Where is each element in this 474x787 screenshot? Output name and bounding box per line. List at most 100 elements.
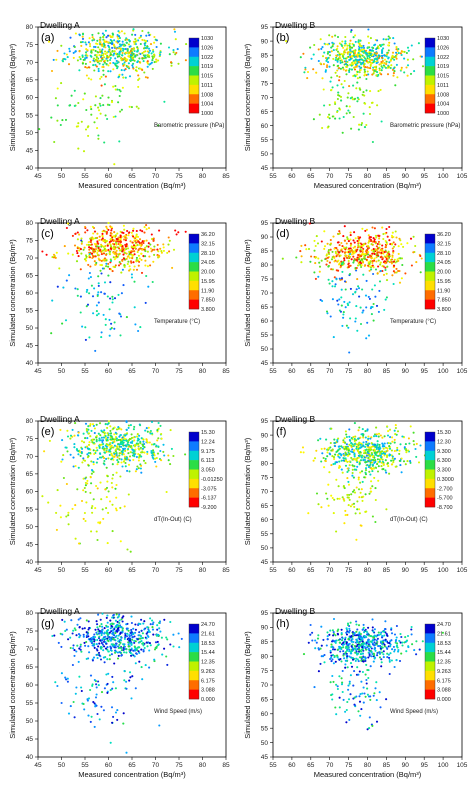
data-point	[47, 501, 50, 504]
data-point	[340, 454, 343, 457]
data-point	[131, 253, 134, 257]
data-point	[129, 251, 132, 254]
data-point	[139, 640, 142, 643]
data-point	[352, 449, 356, 452]
y-tick-label: 55	[26, 506, 34, 513]
data-point	[319, 62, 322, 65]
data-point	[96, 623, 99, 626]
y-axis-label: Simulated concentration (Bq/m³)	[243, 43, 252, 151]
data-point	[90, 243, 93, 246]
data-point	[144, 301, 147, 304]
data-point	[347, 240, 350, 243]
data-point	[394, 426, 397, 430]
data-point	[56, 87, 59, 90]
data-point	[109, 53, 113, 56]
data-point	[391, 436, 394, 439]
data-point	[315, 492, 319, 495]
data-point	[139, 34, 143, 37]
y-tick-label: 80	[261, 262, 269, 269]
data-point	[69, 104, 72, 107]
data-point	[339, 650, 342, 653]
data-point	[107, 265, 110, 268]
chart-panel-d: 55 60 65 70 75 80 85 90 95 100 1054550556065707580…	[243, 216, 468, 375]
y-tick-label: 45	[26, 343, 34, 350]
data-point	[334, 71, 337, 74]
data-point	[316, 242, 320, 245]
panel-label: (f)	[276, 426, 286, 438]
data-point	[100, 264, 103, 267]
data-point	[136, 46, 139, 49]
data-point	[84, 326, 87, 329]
data-point	[393, 429, 396, 432]
data-point	[126, 432, 129, 435]
data-point	[107, 444, 110, 447]
data-point	[332, 662, 335, 665]
data-point	[99, 97, 102, 100]
data-point	[90, 284, 93, 287]
data-point	[71, 663, 74, 667]
data-point	[344, 251, 347, 254]
data-point	[345, 256, 349, 259]
colorbar-segment	[425, 66, 435, 76]
data-point	[132, 47, 135, 50]
data-point	[110, 229, 113, 232]
data-point	[345, 246, 348, 249]
data-point	[92, 45, 96, 48]
data-point	[68, 47, 71, 50]
data-point	[124, 234, 127, 237]
data-point	[391, 455, 394, 458]
data-point	[78, 33, 81, 36]
data-point	[121, 443, 124, 446]
data-point	[396, 76, 399, 79]
data-point	[312, 118, 315, 121]
data-point	[129, 260, 133, 263]
x-tick-label: 80	[199, 173, 207, 180]
y-tick-label: 80	[261, 461, 269, 468]
data-point	[92, 248, 96, 251]
data-point	[375, 249, 378, 252]
data-point	[137, 453, 140, 456]
data-point	[90, 715, 93, 718]
data-point	[325, 438, 328, 441]
y-tick-label: 80	[261, 653, 269, 660]
data-point	[102, 436, 106, 439]
data-point	[146, 76, 149, 79]
x-tick-label: 75	[175, 762, 183, 769]
data-point	[141, 57, 144, 60]
data-point	[117, 624, 121, 627]
data-point	[338, 465, 342, 468]
data-point	[65, 446, 68, 449]
data-point	[69, 646, 72, 650]
data-point	[119, 434, 122, 437]
data-point	[54, 256, 57, 259]
data-point	[338, 230, 341, 233]
data-point	[359, 261, 362, 264]
x-tick-label: 90	[402, 567, 410, 574]
x-tick-label: 65	[307, 567, 315, 574]
data-point	[348, 85, 351, 88]
x-tick-label: 60	[288, 368, 296, 375]
data-point	[386, 447, 389, 450]
data-point	[118, 261, 121, 264]
data-point	[127, 260, 130, 263]
data-point	[300, 255, 303, 258]
data-point	[155, 58, 158, 61]
data-point	[85, 56, 88, 59]
data-point	[85, 74, 88, 77]
data-point	[124, 38, 127, 42]
data-point	[91, 505, 94, 508]
data-point	[405, 51, 408, 55]
y-tick-label: 70	[26, 255, 34, 262]
data-point	[116, 88, 119, 91]
data-point	[387, 250, 390, 253]
y-tick-label: 40	[26, 165, 34, 172]
data-point	[377, 240, 380, 243]
data-point	[65, 53, 68, 56]
data-point	[123, 249, 126, 252]
data-point	[83, 246, 86, 249]
data-point	[384, 239, 387, 243]
data-point	[384, 298, 387, 301]
data-point	[134, 444, 137, 447]
data-point	[94, 507, 97, 510]
data-point	[126, 443, 129, 446]
